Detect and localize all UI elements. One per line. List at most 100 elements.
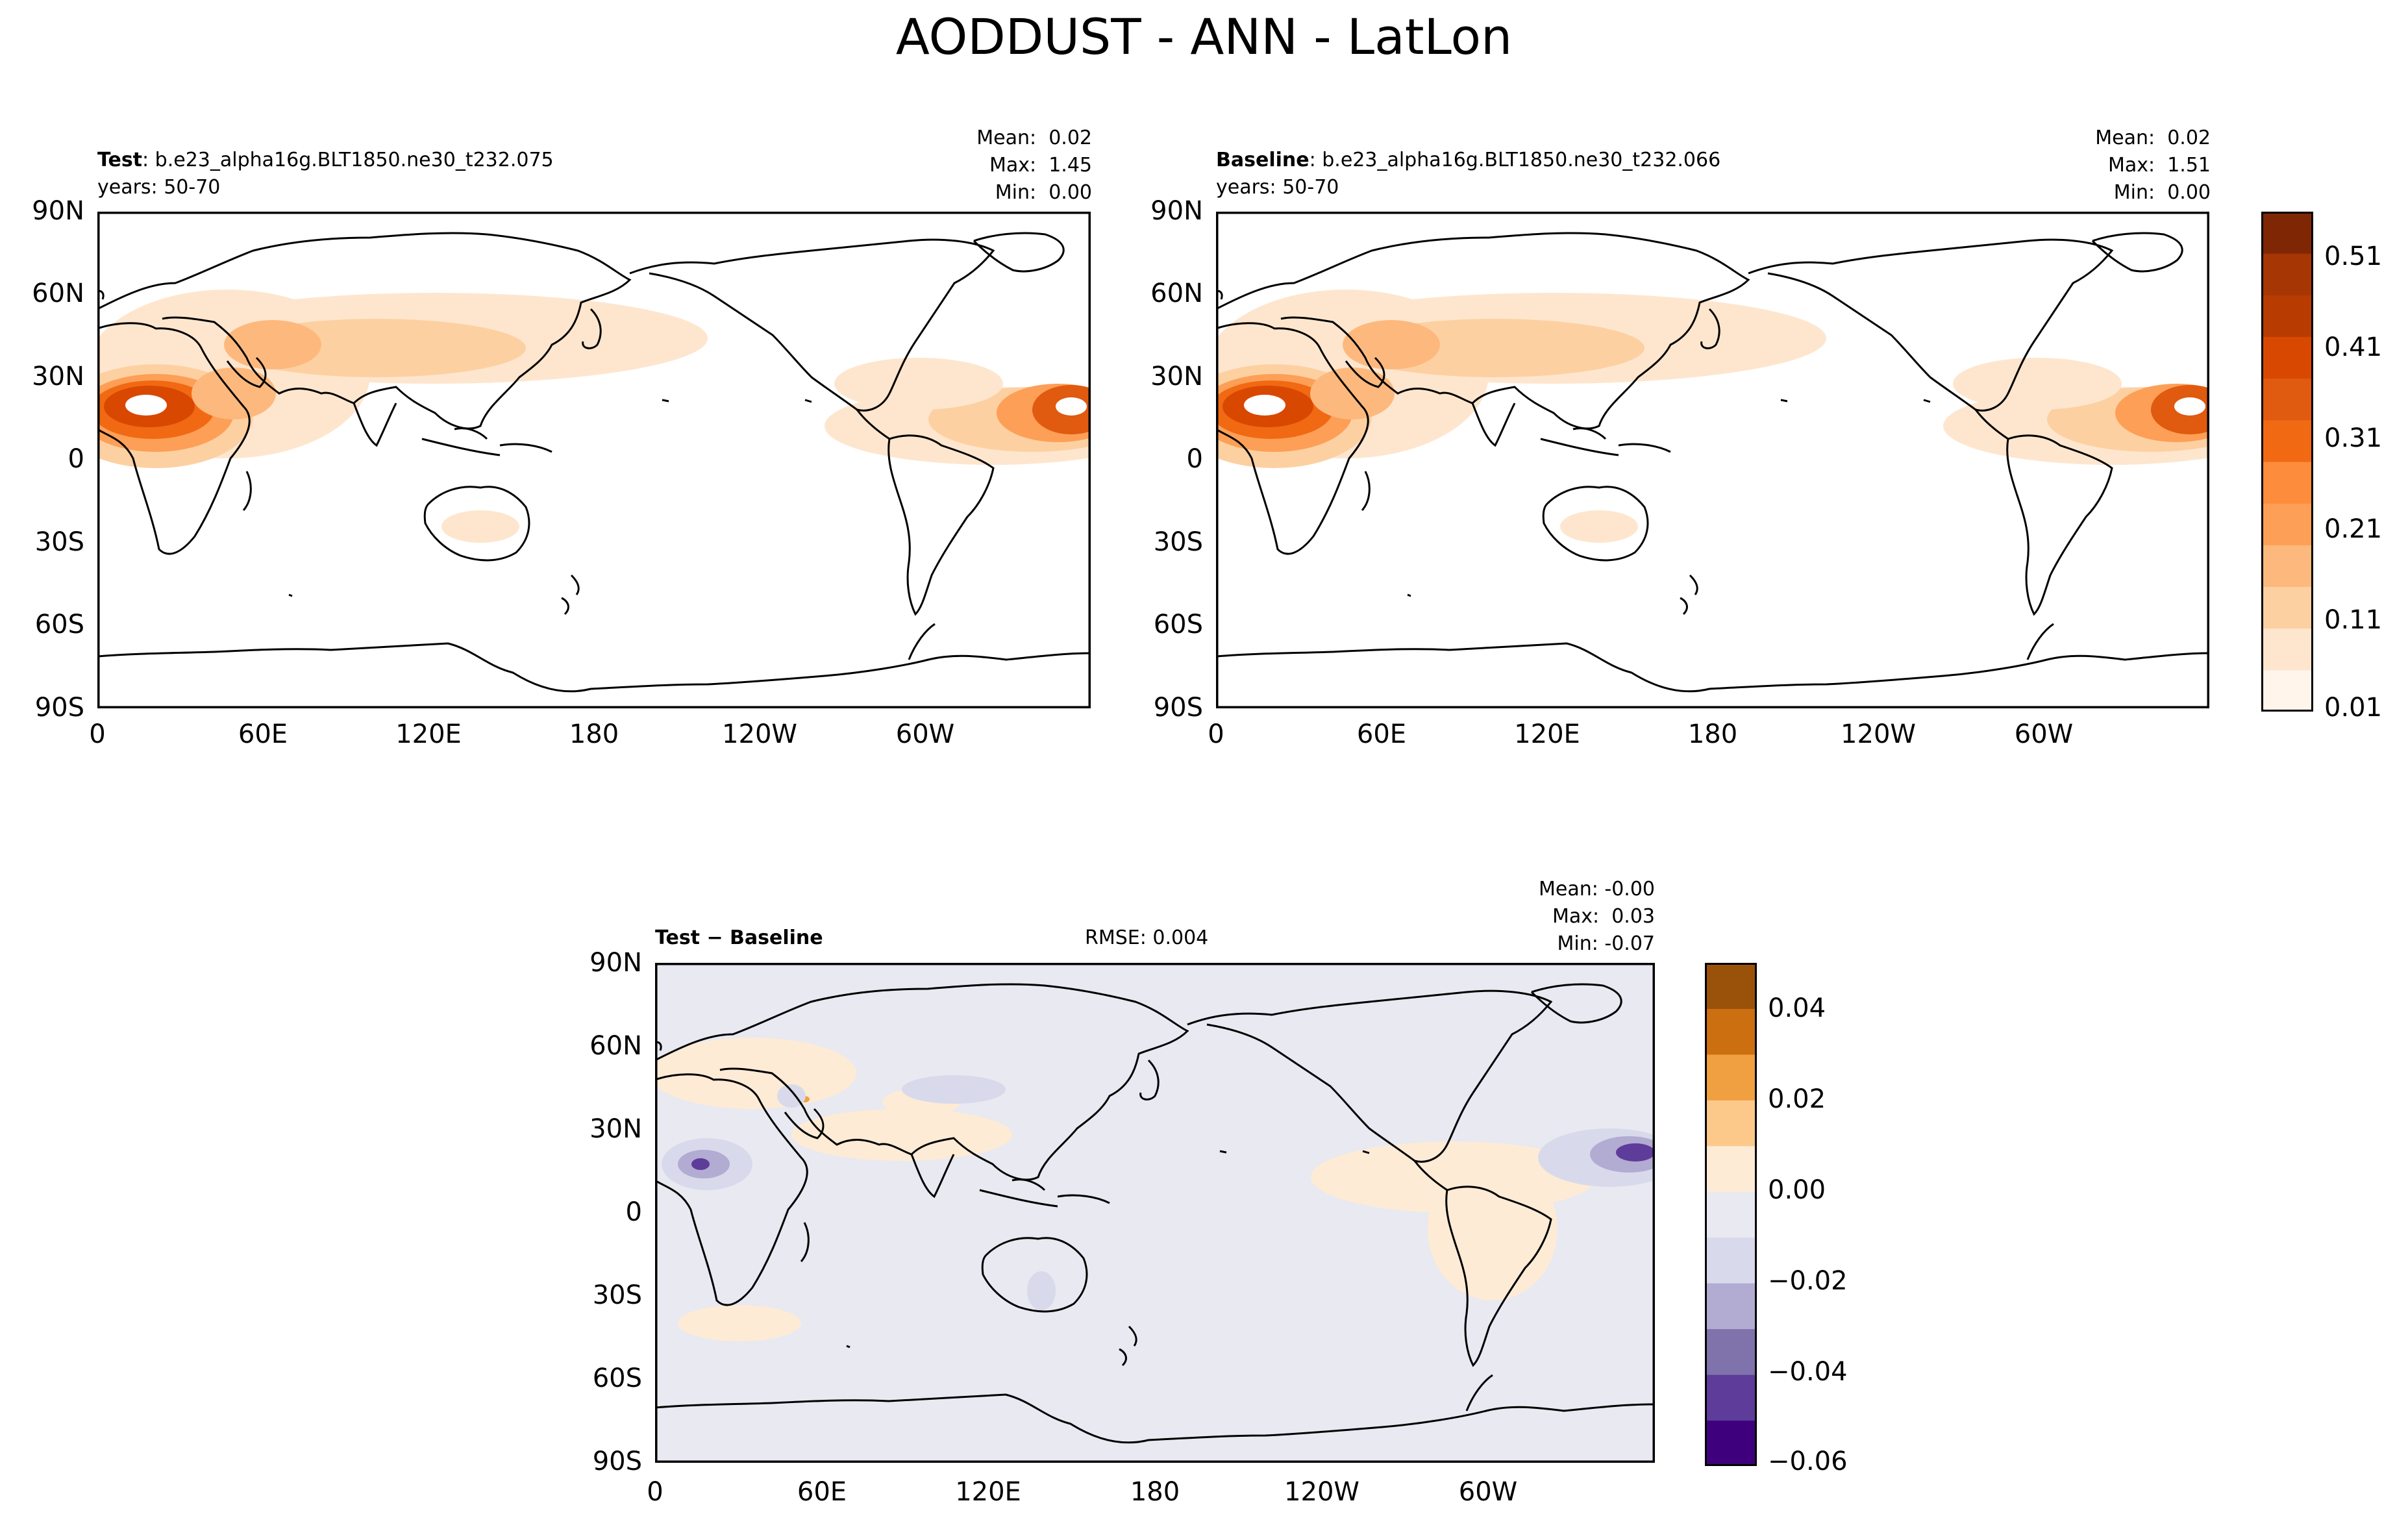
test-dust-sahara-hole bbox=[125, 395, 167, 416]
top-colorbar-segment bbox=[2261, 212, 2313, 254]
test-coast-madagascar bbox=[242, 471, 252, 511]
baseline-lat-tick: 30S bbox=[1153, 527, 1203, 557]
diff-lat-tick: 30N bbox=[590, 1114, 642, 1144]
top-colorbar bbox=[2261, 212, 2313, 712]
diff-coast-antarctica bbox=[655, 1393, 1655, 1444]
diff-stat-max: Max: 0.03 bbox=[1552, 905, 1655, 928]
top-colorbar-segment bbox=[2261, 586, 2313, 629]
top-colorbar-segment bbox=[2261, 545, 2313, 587]
figure-title: AODDUST - ANN - LatLon bbox=[895, 8, 1513, 66]
diff-coast-islands bbox=[846, 1150, 1370, 1349]
baseline-coast-nz bbox=[1680, 574, 1698, 615]
diff-colorbar-segment bbox=[1705, 1008, 1757, 1055]
diff-lat-tick: 90S bbox=[592, 1447, 642, 1476]
diff-lon-tick: 60W bbox=[1458, 1477, 1518, 1507]
diff-coast-britain bbox=[655, 1041, 662, 1051]
baseline-coast-islands bbox=[1407, 399, 1931, 597]
baseline-dust-australia bbox=[1560, 510, 1638, 543]
test-coast-japan bbox=[582, 308, 602, 349]
baseline-dust-field bbox=[1216, 290, 2209, 543]
test-map bbox=[97, 212, 1091, 708]
diff-coast-greenland bbox=[1530, 983, 1622, 1024]
baseline-dust-sahara-hole bbox=[1244, 395, 1285, 416]
top-colorbar-segment bbox=[2261, 378, 2313, 421]
diff-stats: Mean: -0.00 Max: 0.03 Min: -0.07 bbox=[1539, 876, 1655, 958]
baseline-lon-tick: 60W bbox=[2014, 719, 2074, 749]
top-colorbar-tick: 0.21 bbox=[2324, 514, 2383, 544]
baseline-coast-britain bbox=[1216, 290, 1223, 300]
baseline-lat-tick: 90S bbox=[1153, 693, 1203, 723]
test-lat-tick: 60N bbox=[32, 279, 84, 308]
diff-colorbar-segment bbox=[1705, 1237, 1757, 1284]
diff-coast-eurasia bbox=[655, 983, 1189, 1181]
top-colorbar-segment bbox=[2261, 628, 2313, 671]
top-colorbar-segment bbox=[2261, 295, 2313, 337]
test-dust-atlantic-hole bbox=[1056, 397, 1087, 416]
baseline-coast-eurasia bbox=[1216, 232, 1750, 430]
test-lat-tick: 90S bbox=[34, 693, 84, 723]
diff-coast-south-america bbox=[1445, 1186, 1552, 1367]
test-coast-britain bbox=[97, 290, 105, 300]
test-coast-antarctic-peninsula bbox=[908, 623, 936, 660]
diff-coast-north-america bbox=[1187, 989, 1553, 1163]
diff-lon-tick: 120W bbox=[1284, 1477, 1359, 1507]
test-lon-tick: 60E bbox=[238, 719, 288, 749]
diff-lat-tick: 60S bbox=[592, 1363, 642, 1393]
test-lon-tick: 120W bbox=[722, 719, 797, 749]
test-lon-tick: 0 bbox=[89, 719, 106, 749]
diff-colorbar-tick: −0.06 bbox=[1768, 1447, 1848, 1476]
diff-coast-india bbox=[910, 1154, 955, 1199]
baseline-coast-arabia bbox=[1345, 356, 1385, 388]
diff-colorbar-tick: 0.00 bbox=[1768, 1175, 1826, 1205]
baseline-coast-india bbox=[1471, 403, 1516, 447]
test-lon-tick: 60W bbox=[895, 719, 955, 749]
test-coast-south-america bbox=[887, 434, 995, 616]
diff-pos-south-atl bbox=[678, 1305, 801, 1341]
test-lat-tick: 30N bbox=[32, 362, 84, 392]
diff-field bbox=[655, 1038, 1655, 1341]
baseline-stat-max: Max: 1.51 bbox=[2108, 154, 2211, 177]
top-colorbar-segment bbox=[2261, 503, 2313, 545]
test-coast-australia bbox=[423, 486, 530, 562]
diff-map-frame bbox=[655, 963, 1655, 1463]
diff-colorbar-segment bbox=[1705, 1283, 1757, 1330]
test-years: years: 50-70 bbox=[97, 176, 221, 199]
test-stats: Mean: 0.02 Max: 1.45 Min: 0.00 bbox=[976, 125, 1092, 206]
test-lat-tick: 60S bbox=[34, 610, 84, 640]
baseline-lon-tick: 120W bbox=[1841, 719, 1916, 749]
baseline-lon-tick: 60E bbox=[1356, 719, 1407, 749]
diff-coast-antarctic-peninsula bbox=[1465, 1374, 1493, 1411]
diff-stat-min: Min: -0.07 bbox=[1557, 932, 1656, 955]
test-coast-central-america bbox=[856, 409, 890, 440]
diff-colorbar-tick: 0.02 bbox=[1768, 1084, 1826, 1114]
test-stat-min: Min: 0.00 bbox=[995, 181, 1092, 204]
test-coast-arabia bbox=[226, 356, 267, 388]
diff-map bbox=[655, 963, 1655, 1463]
baseline-lat-tick: 0 bbox=[1186, 444, 1203, 474]
baseline-lat-tick: 30N bbox=[1150, 362, 1203, 392]
top-colorbar-segment bbox=[2261, 462, 2313, 504]
diff-colorbar-tick: 0.04 bbox=[1768, 993, 1826, 1023]
test-dust-caspian bbox=[224, 320, 321, 369]
test-coastlines bbox=[97, 232, 1091, 693]
diff-neg-atl-3 bbox=[1616, 1143, 1655, 1162]
top-colorbar-frame bbox=[2261, 212, 2313, 712]
diff-colorbar-segment bbox=[1705, 1054, 1757, 1100]
test-coast-greenland bbox=[973, 232, 1065, 273]
baseline-dust-caspian bbox=[1343, 320, 1440, 369]
diff-lon-tick: 60E bbox=[797, 1477, 847, 1507]
baseline-stats: Mean: 0.02 Max: 1.51 Min: 0.00 bbox=[2095, 125, 2211, 206]
baseline-lat-tick: 60N bbox=[1150, 279, 1203, 308]
test-coast-antarctica bbox=[97, 642, 1091, 693]
diff-lat-tick: 60N bbox=[590, 1031, 642, 1061]
diff-neg-gobi bbox=[902, 1075, 1006, 1104]
test-coast-indonesia bbox=[421, 427, 552, 456]
baseline-coast-greenland bbox=[2091, 232, 2183, 273]
top-colorbar-tick: 0.01 bbox=[2324, 693, 2383, 723]
baseline-lon-tick: 180 bbox=[1687, 719, 1738, 749]
top-colorbar-tick: 0.11 bbox=[2324, 605, 2383, 635]
baseline-dust-atlantic-hole bbox=[2174, 397, 2205, 416]
top-colorbar-tick: 0.41 bbox=[2324, 332, 2383, 362]
baseline-label: Baseline: b.e23_alpha16g.BLT1850.ne30_t2… bbox=[1216, 149, 1721, 171]
diff-colorbar-frame bbox=[1705, 963, 1757, 1466]
